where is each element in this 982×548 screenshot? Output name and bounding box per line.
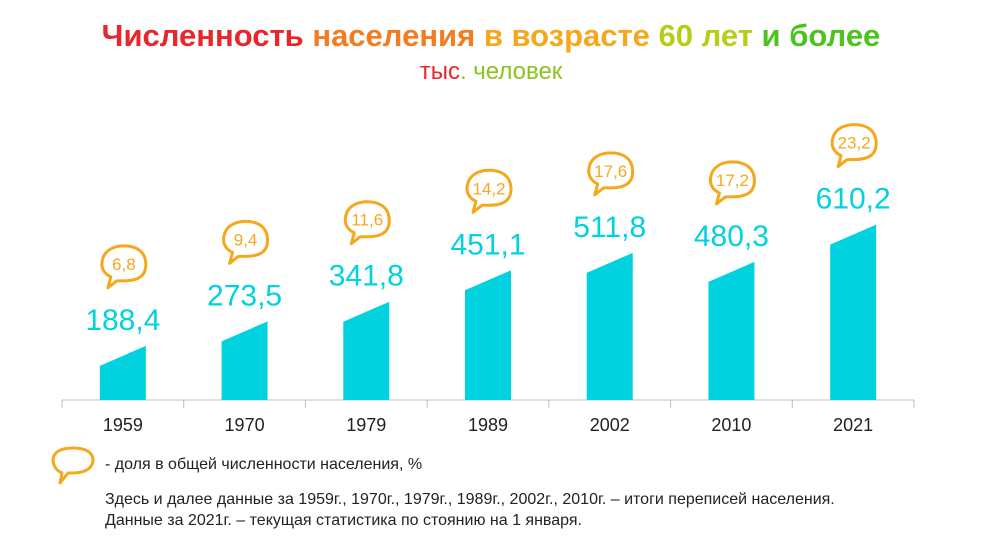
legend-text: - доля в общей численности населения, % [105, 456, 423, 473]
bar-value-label: 341,8 [329, 260, 404, 293]
speech-bubble-icon [343, 200, 391, 246]
x-tick-label: 1970 [225, 415, 265, 435]
subtitle-part-2: . человек [459, 58, 563, 85]
bar-1959 [99, 345, 146, 400]
footnotes: Здесь и далее данные за 1959г., 1970г., … [105, 489, 835, 531]
share-bubble: 17,2 [708, 160, 756, 206]
share-bubble: 14,2 [465, 168, 513, 214]
x-tick-label: 1979 [346, 415, 386, 435]
bar-value-label: 610,2 [816, 183, 891, 216]
bar-value-label: 480,3 [694, 220, 769, 253]
share-bubble: 11,6 [343, 200, 391, 246]
speech-bubble-icon [587, 151, 635, 197]
speech-bubble-icon [51, 446, 95, 485]
title-part-2: населения [303, 18, 476, 53]
x-tick-label: 2010 [711, 415, 751, 435]
title-part-3: в возрасте [475, 18, 650, 53]
share-label: 17,2 [716, 171, 749, 190]
bar-2002 [586, 252, 633, 400]
footnote-2: Данные за 2021г. – текущая статистика по… [105, 512, 582, 529]
share-bubble: 6,8 [100, 244, 148, 290]
footnote-1: Здесь и далее данные за 1959г., 1970г., … [105, 491, 835, 508]
x-tick-label: 1989 [468, 415, 508, 435]
bar-2021 [830, 224, 877, 400]
x-tick-label: 2002 [590, 415, 630, 435]
speech-bubble-icon [708, 160, 756, 206]
speech-bubble-icon [222, 219, 270, 265]
share-label: 17,6 [594, 162, 627, 181]
bar-1979 [343, 301, 390, 400]
title-part-1: Численность [101, 18, 304, 53]
bar-value-label: 511,8 [573, 211, 646, 244]
bar-1970 [221, 321, 268, 400]
title-part-5: и более [752, 18, 881, 53]
share-label: 14,2 [472, 179, 505, 198]
x-tick-label: 2021 [833, 415, 873, 435]
chart-title: Численность населения в возрасте 60 лет … [0, 18, 982, 54]
speech-bubble-icon [465, 168, 513, 214]
speech-bubble-icon [100, 244, 148, 290]
share-label: 11,6 [351, 211, 383, 230]
x-tick-label: 1959 [103, 415, 143, 435]
chart-subtitle: тыс. человек [0, 58, 982, 86]
share-bubble: 17,6 [587, 151, 635, 197]
bar-1989 [465, 270, 511, 400]
share-bubble: 9,4 [222, 219, 270, 265]
subtitle-part-1: тыс [419, 58, 460, 85]
share-label: 6,8 [112, 255, 136, 274]
bar-value-label: 273,5 [207, 279, 282, 312]
bar-2010 [708, 261, 755, 400]
bar-value-label: 451,1 [450, 228, 525, 261]
bar-value-label: 188,4 [85, 304, 160, 337]
speech-bubble-icon [830, 123, 878, 169]
share-label: 9,4 [234, 230, 258, 249]
title-part-4: 60 лет [649, 18, 753, 53]
share-label: 23,2 [838, 134, 871, 153]
share-bubble: 23,2 [830, 123, 878, 169]
